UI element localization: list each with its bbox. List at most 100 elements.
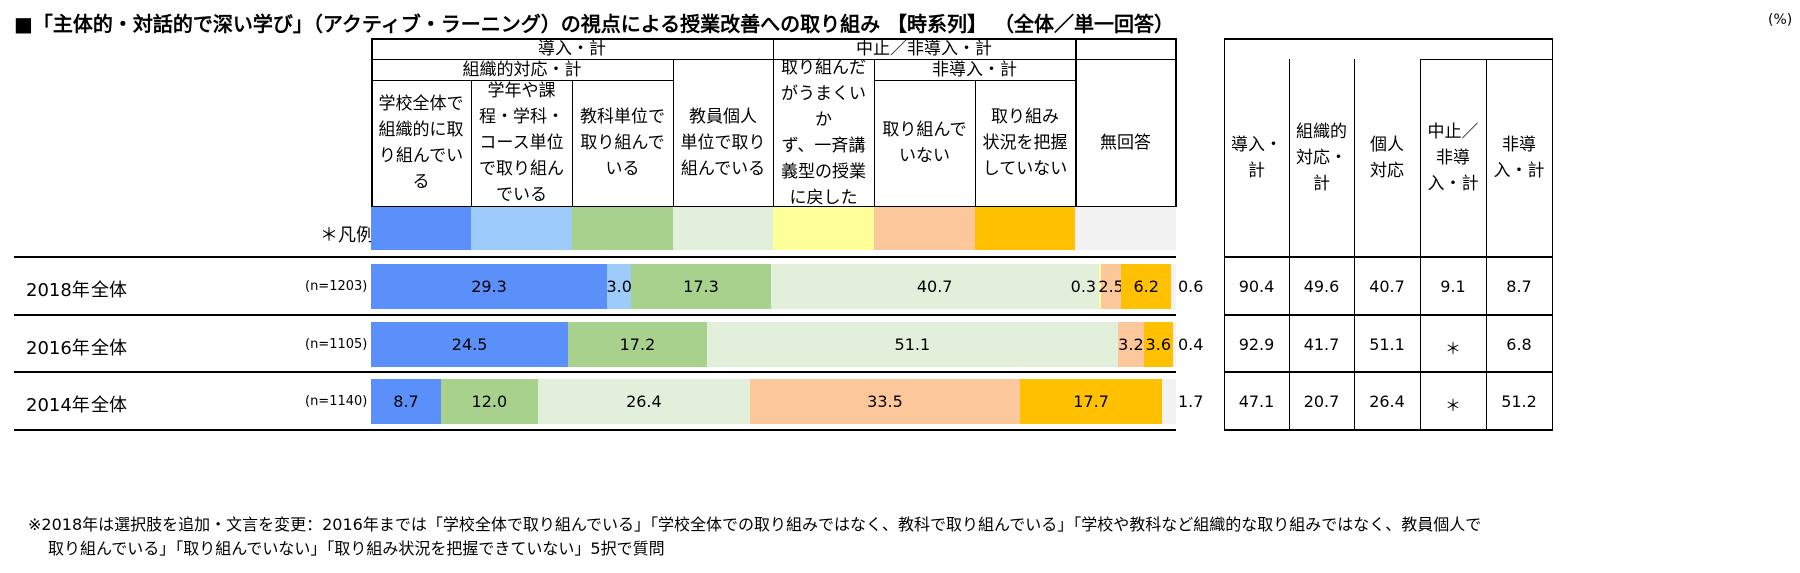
bar-segment: 2.5 — [1098, 264, 1124, 309]
header-vline-org-1 — [572, 80, 573, 206]
row-group-2016: 全体 — [91, 338, 127, 359]
header-vline-stop-none — [1075, 38, 1077, 206]
header-group-stop: 中止／非導入・計 — [856, 39, 992, 59]
data-label: 26.4 — [626, 392, 662, 411]
summary-vline-5 — [1552, 38, 1553, 429]
unit-label: (%) — [1768, 12, 1793, 28]
data-label: 8.7 — [393, 392, 419, 411]
data-label: 2.5 — [1098, 277, 1124, 296]
summary-row-separator-3 — [1224, 429, 1553, 431]
bar-segment: 3.0 — [606, 264, 632, 309]
data-label: 51.1 — [894, 335, 931, 354]
summary-cell: 49.6 — [1303, 277, 1340, 296]
bar-segment — [1172, 322, 1176, 367]
legend-swatch-5 — [773, 207, 874, 250]
data-label: 1.7 — [1178, 392, 1204, 411]
summary-row-separator-0 — [1224, 256, 1553, 258]
header-vline-stop-a — [874, 59, 875, 206]
summary-vline-4 — [1486, 59, 1487, 429]
header-category-8: 無回答 — [1100, 133, 1151, 153]
bar-segment: 3.2 — [1118, 322, 1144, 367]
summary-cell: 6.8 — [1506, 335, 1532, 354]
summary-cell: 40.7 — [1369, 277, 1405, 296]
data-label: 3.0 — [606, 277, 632, 296]
data-label: 17.3 — [683, 277, 719, 296]
header-vline-intro-stop — [773, 38, 774, 206]
summary-vline-2 — [1354, 59, 1355, 429]
footnote-line-2: 取り組んでいる」「取り組んでいない」「取り組み状況を把握できていない」5択で質問 — [48, 539, 665, 558]
summary-header-3: 個人 対応 — [1370, 135, 1404, 181]
legend-swatch-2 — [471, 207, 572, 250]
row-group-2014: 全体 — [91, 395, 127, 416]
bar-segment — [1162, 379, 1176, 424]
bar-segment: 3.6 — [1143, 322, 1173, 367]
row-separator-0 — [14, 256, 1176, 258]
header-vline-org-end — [673, 59, 674, 206]
bar-segment: 6.2 — [1121, 264, 1172, 309]
header-category-5: 取り組んだ がうまくいか ず、一斉講 義型の授業 に戻した — [781, 57, 866, 208]
summary-vline-0 — [1224, 38, 1225, 429]
bar-segment: 33.5 — [750, 379, 1020, 424]
legend-swatch-3 — [572, 207, 673, 250]
summary-cell: ＊ — [1444, 396, 1461, 415]
header-line-org — [371, 80, 673, 81]
summary-top — [1224, 38, 1553, 40]
header-line-row1 — [371, 59, 1177, 60]
bar-segment: 51.1 — [706, 322, 1119, 367]
summary-cell: ＊ — [1444, 339, 1461, 358]
bar-segment: 29.3 — [371, 264, 608, 309]
summary-cell: 51.2 — [1501, 392, 1537, 411]
data-label: 29.3 — [471, 277, 507, 296]
header-group-nonintro: 非導入・計 — [932, 60, 1017, 80]
header-category-1: 学校全体で 組織的に取 り組んでい る — [378, 94, 464, 192]
row-n-2014: (n=1140) — [305, 394, 368, 409]
legend-label: ＊凡例 — [320, 225, 374, 246]
header-vline-org-0 — [471, 80, 472, 206]
summary-cell: 8.7 — [1506, 277, 1532, 296]
data-label: 17.2 — [619, 335, 656, 354]
header-category-2: 学年や課 程・学科・ コース単位 で取り組ん でいる — [479, 81, 564, 205]
footnote-line-1: ※2018年は選択肢を追加・文言を変更：2016年までは「学校全体で取り組んでい… — [28, 515, 1482, 534]
data-label: 0.6 — [1178, 277, 1204, 296]
header-vline-right — [1175, 38, 1177, 206]
header-category-7: 取り組み 状況を把握 していない — [982, 107, 1068, 179]
summary-header-2: 組織的 対応・ 計 — [1296, 122, 1347, 194]
row-label-2016: 2016年 — [26, 338, 90, 359]
summary-cell: 92.9 — [1238, 335, 1275, 354]
summary-cell: 51.1 — [1369, 335, 1405, 354]
legend-swatch-1 — [371, 207, 471, 250]
legend-swatch-7 — [975, 207, 1075, 250]
summary-header-5: 非導 入・計 — [1493, 135, 1545, 181]
chart-title: ■「主体的・対話的で深い学び」（アクティブ・ラーニング）の視点による授業改善への… — [14, 12, 1175, 36]
data-label: 24.5 — [451, 335, 488, 354]
header-top-border — [371, 38, 1177, 40]
header-bottom-border — [371, 206, 1177, 207]
summary-vline-1 — [1289, 59, 1290, 429]
bar-segment — [1098, 264, 1102, 309]
bar-segment: 17.2 — [568, 322, 707, 367]
header-category-3: 教科単位で 取り組んで いる — [580, 107, 665, 179]
header-group-intro: 導入・計 — [538, 39, 606, 59]
header-category-4: 教員個人 単位で取り 組んでいる — [680, 107, 766, 179]
row-n-2018: (n=1203) — [305, 279, 368, 294]
legend-swatch-6 — [874, 207, 975, 250]
bar-segment: 17.3 — [631, 264, 771, 309]
data-label: 6.2 — [1133, 277, 1159, 296]
summary-cell: 9.1 — [1440, 277, 1466, 296]
bar-segment: 12.0 — [441, 379, 538, 424]
bar-segment — [1171, 264, 1176, 309]
summary-header-1: 導入・ 計 — [1231, 135, 1282, 181]
data-label: 0.4 — [1178, 335, 1204, 354]
bar-segment: 40.7 — [770, 264, 1099, 309]
data-label: 17.7 — [1073, 392, 1109, 411]
row-separator-2 — [14, 371, 1176, 373]
header-vline-nonintro — [975, 80, 976, 206]
bar-segment: 17.7 — [1019, 379, 1163, 424]
bar-segment: 8.7 — [371, 379, 442, 424]
legend-swatch-8 — [1075, 207, 1176, 250]
bar-segment: 26.4 — [537, 379, 751, 424]
bar-segment: 24.5 — [371, 322, 569, 367]
data-label: 0.3 — [1070, 277, 1097, 296]
data-label: 33.5 — [867, 392, 903, 411]
header-group-org: 組織的対応・計 — [462, 60, 582, 80]
